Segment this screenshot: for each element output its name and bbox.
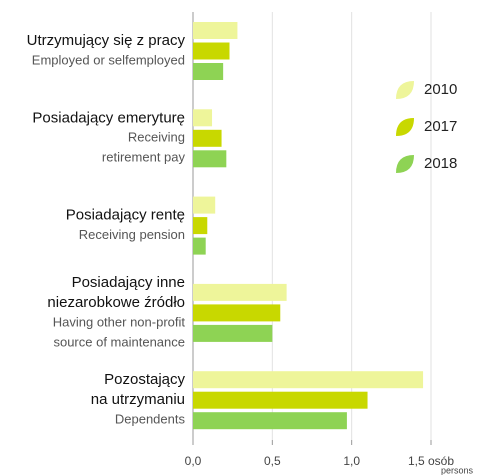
category-label: Pozostający [104, 371, 185, 388]
category-label: Posiadający inne [72, 274, 185, 291]
legend-icon [396, 155, 414, 173]
x-axis-label: persons [441, 465, 474, 475]
bar [193, 150, 227, 168]
legend-label: 2018 [424, 155, 457, 172]
bar [193, 129, 222, 147]
bar [193, 304, 281, 322]
bar [193, 412, 347, 430]
bar [193, 196, 216, 214]
bar [193, 391, 368, 409]
bar [193, 283, 287, 301]
bar [193, 22, 238, 39]
category-label: Utrzymujący się z pracy [27, 32, 186, 49]
category-subtitle: Having other non-profit [53, 314, 186, 329]
category-label: Posiadający emeryturę [32, 109, 185, 126]
legend-icon [396, 81, 414, 99]
category-subtitle: Employed or selfemployed [32, 52, 185, 67]
bar [193, 63, 224, 80]
category-subtitle: Receiving pension [79, 227, 185, 242]
category-subtitle: Dependents [115, 412, 186, 427]
bar [193, 237, 206, 255]
x-tick-label: 0,5 [264, 454, 281, 468]
bar [193, 217, 208, 235]
bar [193, 109, 213, 127]
legend-label: 2017 [424, 118, 457, 135]
x-tick-label: 1,5 osób [408, 454, 454, 468]
bar [193, 371, 424, 389]
bar [193, 324, 273, 342]
category-subtitle: retirement pay [102, 150, 186, 165]
category-subtitle: source of maintenance [53, 334, 185, 349]
category-label: na utrzymaniu [91, 391, 185, 408]
bar [193, 42, 230, 60]
legend-icon [396, 118, 414, 136]
category-label: niezarobkowe źródło [47, 294, 185, 311]
x-tick-label: 0,0 [185, 454, 202, 468]
legend-label: 2010 [424, 81, 457, 98]
x-tick-label: 1,0 [343, 454, 360, 468]
category-label: Posiadający rentę [66, 207, 185, 224]
category-subtitle: Receiving [128, 130, 185, 145]
